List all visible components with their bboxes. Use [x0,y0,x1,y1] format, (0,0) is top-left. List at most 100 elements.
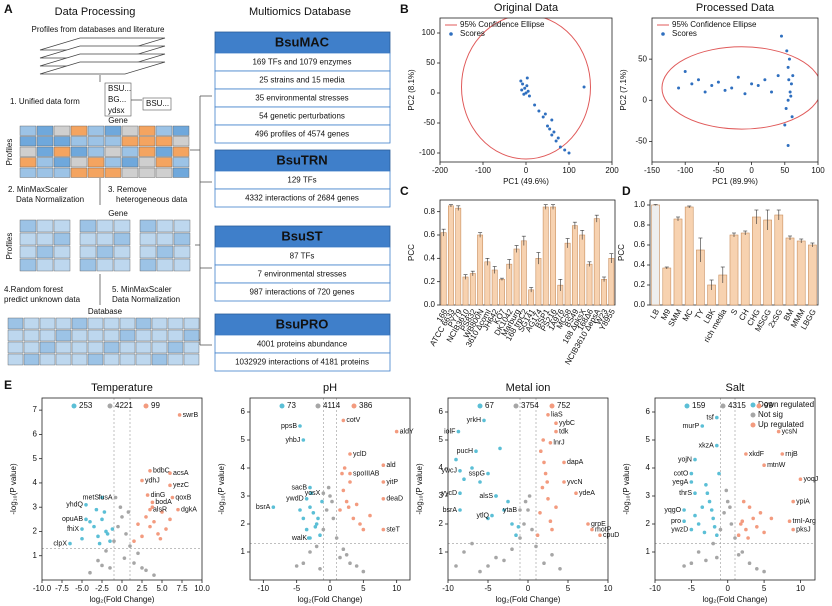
matrix-cell [121,146,139,157]
gene-point [128,544,132,548]
bar [484,261,491,306]
bar [542,206,549,306]
gene-point [747,505,752,510]
matrix-cell [167,329,184,342]
gene-label: walK [291,535,308,542]
score-point [787,57,791,61]
score-point [525,76,529,80]
legend-swatch [750,402,756,408]
gene-label: ppsB [281,423,297,430]
score-point [582,85,586,89]
score-point [789,82,793,86]
gene-point [321,527,326,532]
matrix-cell [87,353,104,366]
bar [513,248,520,306]
x-tick-label: -5 [688,584,696,593]
matrix-cell [19,258,37,272]
db-item [214,352,391,372]
matrix-cell [119,329,136,342]
matrix-cell [87,125,105,136]
y-tick-label: 5 [646,435,651,444]
gene-point [314,522,319,526]
gene-label: yoqJ [803,476,818,483]
legend-count: 752 [557,401,571,410]
legend-count: 73 [287,401,296,410]
y-tick-label: 7 [33,405,38,414]
matrix-cell [19,167,37,178]
legend-count: 3754 [521,401,539,410]
gene-point [522,522,526,526]
score-point [537,109,541,113]
score-point [525,84,529,88]
matrix-cell [113,258,131,272]
gene-point [462,477,466,482]
bar [752,216,761,306]
matrix-cell [36,245,54,259]
gene-label: cpuD [603,532,619,539]
gene-point [747,561,752,565]
legend-count: 386 [359,401,373,410]
gene-label: tsf [706,414,713,421]
database-label: Database [88,307,123,316]
db-item-text: 129 TFs [287,176,316,185]
id-label: BSU... [146,99,169,108]
step-label: predict unknown data [4,295,81,304]
matrix-cell [70,167,88,178]
score-point [554,139,558,143]
score-point [788,90,792,94]
legend-swatch [750,412,756,418]
gene-point [152,573,156,577]
gene-point [308,550,312,554]
gene-point [712,525,717,529]
chart-title: Metal ion [506,382,551,394]
score-point [533,103,537,107]
y-tick-label: 2 [33,527,38,536]
gene-point [394,429,399,434]
y-tick-label: 6 [439,407,444,416]
axes-frame [447,397,609,581]
bar [601,279,607,306]
gene-label: fusA [99,494,113,501]
matrix-cell [87,167,105,178]
score-point [783,123,787,127]
x-tick-label: 5 [566,584,571,593]
x-tick-label: -10 [649,584,661,593]
matrix-cell [121,167,139,178]
matrix-cell [39,341,56,354]
score-point [789,94,793,98]
gene-point [341,547,346,551]
matrix-cell [53,167,71,178]
matrix-cell [55,353,72,366]
y-tick-label: 1 [241,547,246,556]
matrix-cell [119,353,136,366]
x-tick-label: -10.0 [33,584,52,593]
matrix-cell [53,136,71,147]
gene-point [102,510,107,514]
x-tick-label: 5 [361,584,366,593]
gene-point [718,527,723,532]
gene-point [308,505,312,510]
db-item [214,124,391,144]
plot-area [250,398,410,580]
processing-title: Data Processing [55,6,136,18]
matrix-cell [104,136,122,147]
legend-swatch [756,403,762,409]
y-tick-label: 0 [643,95,648,104]
matrix-cell [183,317,200,330]
gene-point [741,499,746,504]
gene-point [693,491,697,496]
gene-point [516,525,521,529]
gene-point [762,569,766,574]
score-point [770,90,774,94]
matrix-cell [156,245,174,259]
bar [586,263,593,306]
gene-point [118,505,123,510]
gene-point [298,508,302,512]
matrix-cell [7,329,24,342]
gene-point [740,519,745,523]
x-tick-label: 10 [604,584,613,593]
bar [662,267,672,306]
y-tick-label: 0.4 [424,253,436,262]
matrix-cell [155,167,173,178]
gene-point [132,539,136,543]
